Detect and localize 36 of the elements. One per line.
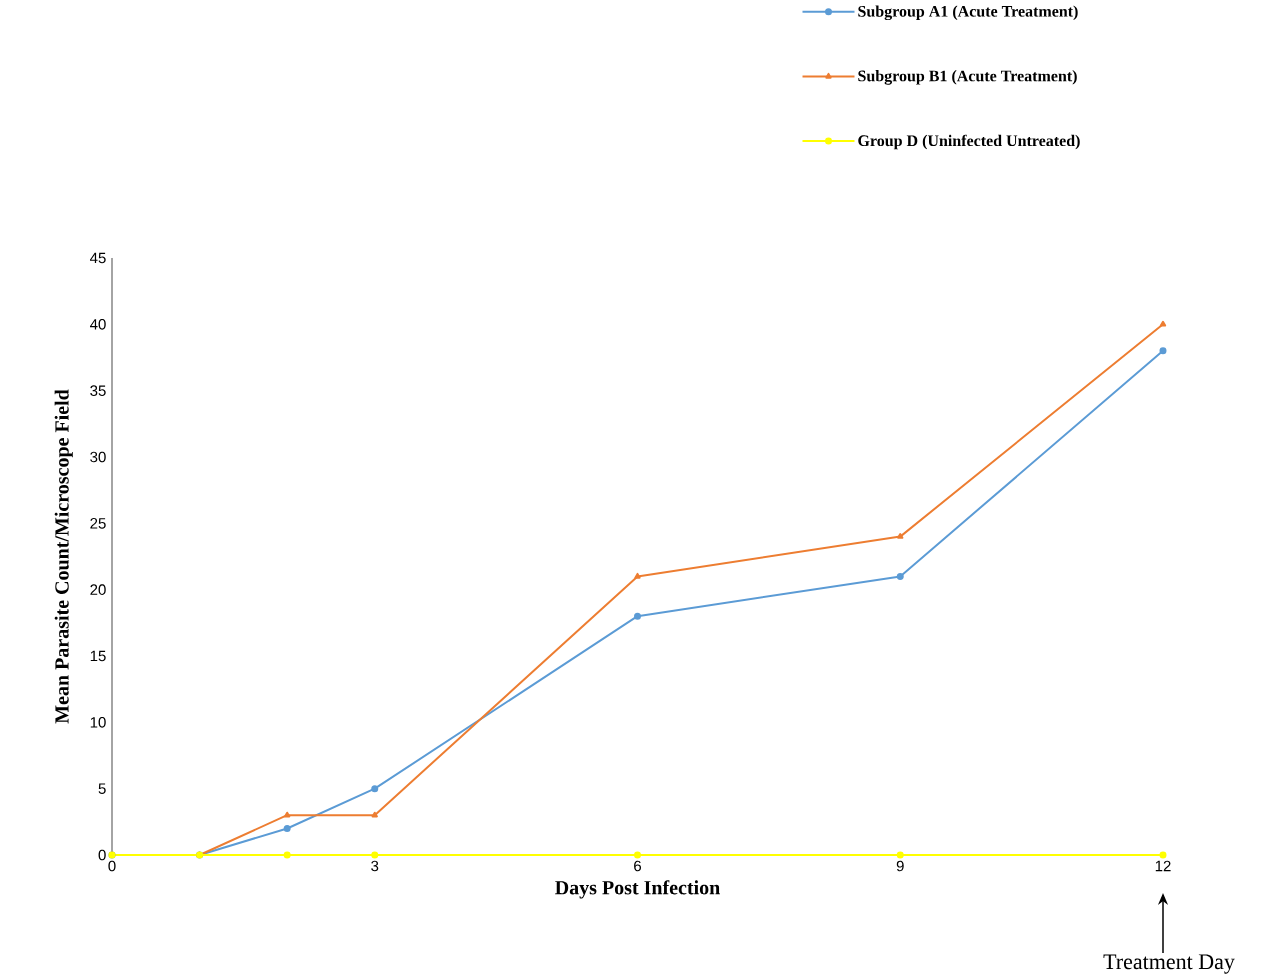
point — [371, 851, 379, 859]
y-tick-label: 5 — [98, 783, 106, 794]
x-tick-label: 12 — [1155, 860, 1171, 872]
point — [1159, 347, 1167, 355]
legend-label: Subgroup A1 (Acute Treatment) — [858, 5, 1078, 21]
point — [1159, 851, 1167, 859]
x-tick-label: 0 — [108, 860, 116, 872]
point — [1159, 320, 1167, 327]
point — [896, 572, 904, 580]
x-tick-label: 3 — [371, 860, 379, 872]
y-tick-label: 15 — [90, 650, 106, 662]
y-tick-label: 25 — [90, 518, 106, 529]
y-tick-label: 35 — [90, 385, 106, 396]
x-axis-title: Days Post Infection — [555, 880, 720, 899]
text: Treatment Day — [1103, 954, 1235, 974]
y-axis-title: Mean Parasite Count/Microscope Field — [54, 389, 73, 724]
point — [897, 533, 904, 539]
x-tick-label: 6 — [634, 860, 642, 872]
y-tick-label: 40 — [89, 319, 106, 330]
y-tick-label: 10 — [90, 717, 106, 728]
legend-label: Group D (Uninfected Untreated) — [858, 134, 1080, 150]
point — [634, 572, 641, 579]
point — [634, 851, 641, 859]
point — [283, 851, 291, 859]
point — [896, 851, 904, 859]
legend-label: Subgroup B1 (Acute Treatment) — [858, 70, 1077, 85]
point — [371, 785, 379, 793]
y-tick-label: 20 — [90, 584, 106, 595]
x-tick-label: 9 — [896, 860, 904, 872]
point — [284, 811, 291, 818]
y-tick-label: 0 — [98, 849, 106, 861]
point — [371, 811, 378, 818]
point — [634, 612, 641, 620]
y-tick-label: 30 — [90, 451, 106, 463]
y-tick-label: 45 — [89, 252, 106, 264]
point — [283, 824, 291, 832]
